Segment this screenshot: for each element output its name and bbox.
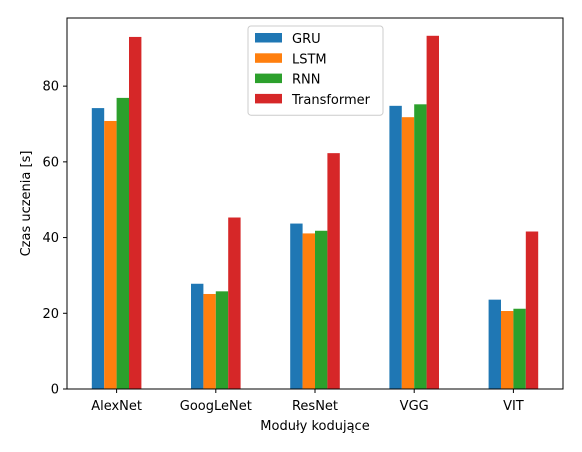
y-tick-label: 80 bbox=[42, 80, 59, 95]
bar-transformer-alexnet bbox=[129, 36, 142, 390]
x-tick-label: GoogLeNet bbox=[180, 399, 252, 414]
bar-rnn-resnet bbox=[315, 230, 328, 389]
y-tick-label: 0 bbox=[51, 383, 59, 398]
legend-swatch-gru bbox=[255, 33, 282, 43]
legend: GRU LSTM RNN Transformer bbox=[247, 25, 384, 116]
bars-layer bbox=[91, 35, 539, 390]
y-tick-label: 20 bbox=[42, 307, 59, 322]
legend-swatch-lstm bbox=[255, 53, 282, 63]
y-tick-label: 40 bbox=[42, 231, 59, 246]
legend-label-rnn: RNN bbox=[292, 73, 320, 88]
bar-rnn-vit bbox=[513, 308, 526, 389]
bar-lstm-googlenet bbox=[203, 293, 216, 389]
legend-swatch-rnn bbox=[255, 73, 282, 84]
bar-lstm-vgg bbox=[401, 117, 415, 389]
bar-lstm-alexnet bbox=[104, 120, 117, 389]
legend-swatch-transformer bbox=[255, 93, 282, 104]
bar-transformer-googlenet bbox=[228, 217, 241, 389]
bar-rnn-vgg bbox=[414, 104, 427, 389]
y-axis: 0 20 40 60 80 bbox=[42, 80, 67, 398]
bar-lstm-resnet bbox=[302, 233, 315, 389]
bar-gru-alexnet bbox=[91, 108, 105, 389]
bar-rnn-alexnet bbox=[116, 97, 129, 389]
x-tick-label: VIT bbox=[503, 399, 524, 414]
x-axis-label: Moduły kodujące bbox=[260, 419, 369, 434]
bar-transformer-vgg bbox=[426, 35, 439, 389]
x-tick-label: AlexNet bbox=[91, 399, 142, 414]
legend-label-transformer: Transformer bbox=[291, 93, 371, 108]
legend-box bbox=[247, 25, 384, 116]
bar-gru-vit bbox=[488, 299, 501, 389]
bar-rnn-googlenet bbox=[215, 291, 229, 389]
bar-gru-googlenet bbox=[191, 283, 204, 389]
x-tick-label: ResNet bbox=[292, 399, 338, 414]
x-tick-label: VGG bbox=[400, 399, 429, 414]
bar-transformer-resnet bbox=[327, 153, 340, 389]
x-axis: AlexNet GoogLeNet ResNet VGG VIT bbox=[91, 389, 524, 414]
bar-gru-resnet bbox=[290, 223, 303, 389]
legend-label-gru: GRU bbox=[292, 32, 321, 47]
legend-label-lstm: LSTM bbox=[292, 52, 327, 67]
y-axis-label: Czas uczenia [s] bbox=[19, 151, 34, 257]
bar-lstm-vit bbox=[501, 311, 514, 389]
bar-gru-vgg bbox=[389, 105, 402, 389]
y-tick-label: 60 bbox=[42, 155, 59, 170]
bar-transformer-vit bbox=[525, 231, 539, 389]
